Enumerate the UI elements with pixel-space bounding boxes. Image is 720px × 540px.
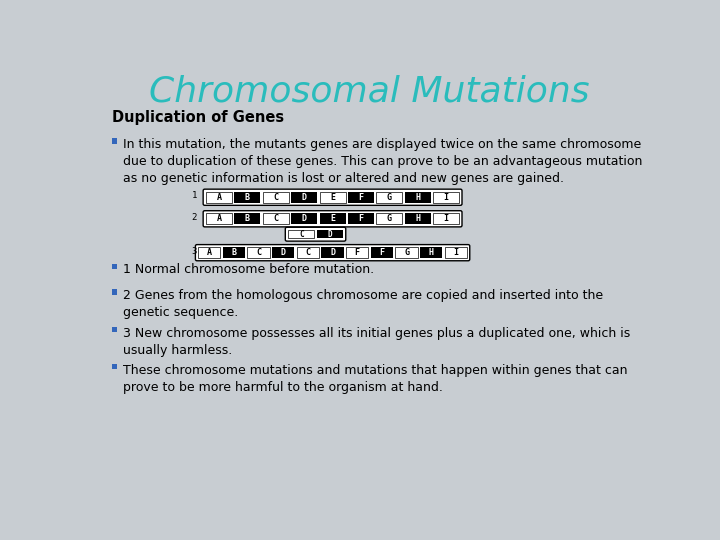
Bar [288,230,315,239]
Bar [348,213,374,224]
Text: D: D [281,248,286,257]
Text: C: C [305,248,310,257]
Text: Chromosomal Mutations: Chromosomal Mutations [149,75,589,109]
Bar [206,192,232,202]
Bar [112,364,117,369]
Text: C: C [274,214,278,224]
Text: C: C [299,230,304,239]
Bar [320,192,346,202]
Text: 3 New chromosome possesses all its initial genes plus a duplicated one, which is: 3 New chromosome possesses all its initi… [122,327,630,356]
Bar [320,213,346,224]
Text: G: G [404,248,409,257]
Text: I: I [454,248,459,257]
FancyBboxPatch shape [203,189,462,205]
Bar [234,192,261,202]
Text: A: A [217,193,222,202]
Text: C: C [256,248,261,257]
Text: E: E [330,193,335,202]
Bar [405,213,431,224]
Text: 1 Normal chromosome before mutation.: 1 Normal chromosome before mutation. [122,264,374,276]
Bar [297,247,319,258]
Text: H: H [415,193,420,202]
Bar [291,213,318,224]
Text: B: B [245,193,250,202]
Bar [263,192,289,202]
Text: H: H [428,248,433,257]
Text: E: E [330,214,335,224]
Bar [198,247,220,258]
Bar [433,192,459,202]
Text: B: B [245,214,250,224]
Bar [263,213,289,224]
Bar [112,289,117,295]
Bar [112,138,117,144]
Bar [317,230,343,239]
Bar [420,247,442,258]
Bar [206,213,232,224]
FancyBboxPatch shape [203,211,462,227]
Text: 2: 2 [192,213,197,222]
Bar [405,192,431,202]
Bar [321,247,343,258]
Text: A: A [217,214,222,224]
Text: F: F [359,214,364,224]
Bar [248,247,270,258]
Text: Duplication of Genes: Duplication of Genes [112,110,284,125]
Text: F: F [379,248,384,257]
Bar [395,247,418,258]
Bar [348,192,374,202]
Bar [112,264,117,269]
Bar [371,247,393,258]
Text: H: H [415,214,420,224]
Text: D: D [302,214,307,224]
Text: F: F [359,193,364,202]
Text: G: G [387,214,392,224]
FancyBboxPatch shape [195,245,469,261]
FancyBboxPatch shape [285,227,346,241]
Bar [377,213,402,224]
Text: B: B [231,248,236,257]
Text: 3: 3 [192,247,197,255]
Text: These chromosome mutations and mutations that happen within genes that can
prove: These chromosome mutations and mutations… [122,363,627,394]
Text: D: D [302,193,307,202]
Text: 1: 1 [192,191,197,200]
Bar [377,192,402,202]
Text: D: D [330,248,335,257]
Text: 2 Genes from the homologous chromosome are copied and inserted into the
genetic : 2 Genes from the homologous chromosome a… [122,289,603,319]
Text: F: F [355,248,360,257]
Bar [433,213,459,224]
Bar [112,327,117,333]
Bar [222,247,245,258]
Text: G: G [387,193,392,202]
Bar [272,247,294,258]
Text: I: I [444,214,449,224]
Text: In this mutation, the mutants genes are displayed twice on the same chromosome
d: In this mutation, the mutants genes are … [122,138,642,185]
Bar [291,192,318,202]
Bar [234,213,261,224]
Text: I: I [444,193,449,202]
Text: C: C [274,193,278,202]
Bar [445,247,467,258]
Text: D: D [328,230,332,239]
Bar [346,247,369,258]
Text: A: A [207,248,212,257]
